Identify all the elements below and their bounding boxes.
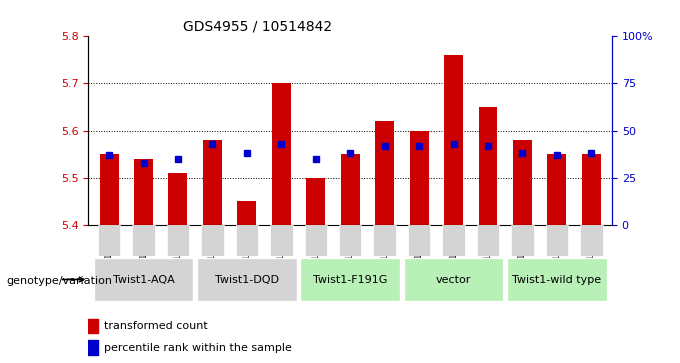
Bar xyxy=(582,154,601,225)
Text: Twist1-F191G: Twist1-F191G xyxy=(313,274,388,285)
Bar xyxy=(98,225,120,256)
Bar xyxy=(94,258,194,301)
Bar xyxy=(237,201,256,225)
Text: Twist1-AQA: Twist1-AQA xyxy=(113,274,174,285)
Bar xyxy=(479,107,498,225)
Bar xyxy=(203,140,222,225)
Bar xyxy=(306,178,325,225)
Bar xyxy=(513,140,532,225)
Bar xyxy=(305,225,327,256)
Bar xyxy=(169,173,188,225)
Text: transformed count: transformed count xyxy=(104,321,208,331)
Bar xyxy=(580,225,602,256)
Bar xyxy=(88,340,98,355)
Bar xyxy=(409,131,428,225)
Bar xyxy=(545,225,568,256)
Bar xyxy=(197,258,296,301)
Text: vector: vector xyxy=(436,274,471,285)
Bar xyxy=(270,225,292,256)
Bar xyxy=(236,225,258,256)
Bar xyxy=(88,319,98,333)
Bar xyxy=(341,154,360,225)
Bar xyxy=(133,225,155,256)
Bar xyxy=(373,225,396,256)
Bar xyxy=(404,258,503,301)
Bar xyxy=(444,55,463,225)
Bar xyxy=(375,121,394,225)
Bar xyxy=(167,225,189,256)
Bar xyxy=(201,225,224,256)
Bar xyxy=(511,225,534,256)
Bar xyxy=(99,154,118,225)
Bar xyxy=(134,159,153,225)
Text: GDS4955 / 10514842: GDS4955 / 10514842 xyxy=(183,20,332,34)
Text: Twist1-wild type: Twist1-wild type xyxy=(512,274,601,285)
Bar xyxy=(477,225,499,256)
Bar xyxy=(272,83,291,225)
Bar xyxy=(339,225,361,256)
Text: percentile rank within the sample: percentile rank within the sample xyxy=(104,343,292,352)
Bar xyxy=(301,258,400,301)
Text: genotype/variation: genotype/variation xyxy=(7,276,113,286)
Text: Twist1-DQD: Twist1-DQD xyxy=(215,274,279,285)
Bar xyxy=(547,154,566,225)
Bar xyxy=(507,258,607,301)
Bar xyxy=(443,225,464,256)
Bar xyxy=(408,225,430,256)
